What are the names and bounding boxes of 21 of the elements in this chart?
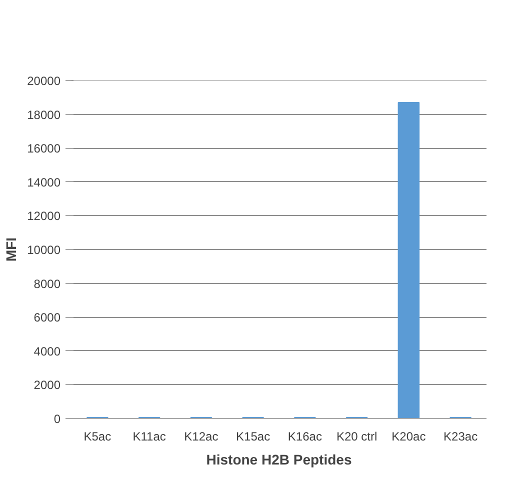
y-axis-title: MFI xyxy=(3,237,20,262)
x-axis-title: Histone H2B Peptides xyxy=(206,452,352,468)
y-tick-label: 4000 xyxy=(34,344,61,358)
y-tick-label: 12000 xyxy=(27,209,61,224)
y-tick-label: 0 xyxy=(54,412,61,426)
y-tick-label: 8000 xyxy=(34,276,61,291)
y-tick-label: 2000 xyxy=(34,378,61,392)
y-tick-label: 18000 xyxy=(27,108,61,122)
y-tick-label: 6000 xyxy=(34,310,61,325)
x-tick-label: K12ac xyxy=(184,430,218,444)
x-tick-label: K11ac xyxy=(132,430,166,444)
x-tick-label: K16ac xyxy=(288,430,322,444)
y-tick-label: 20000 xyxy=(27,74,61,88)
y-tick-label: 14000 xyxy=(27,175,61,190)
x-tick-label: K15ac xyxy=(236,430,270,444)
x-tick-label: K20ac xyxy=(392,430,426,444)
x-tick-label: K23ac xyxy=(444,430,478,444)
y-tick-label: 16000 xyxy=(27,142,61,156)
y-tick-label: 10000 xyxy=(27,243,61,257)
x-tick-label: K20 ctrl xyxy=(336,430,378,444)
x-tick-label: K5ac xyxy=(84,430,112,444)
